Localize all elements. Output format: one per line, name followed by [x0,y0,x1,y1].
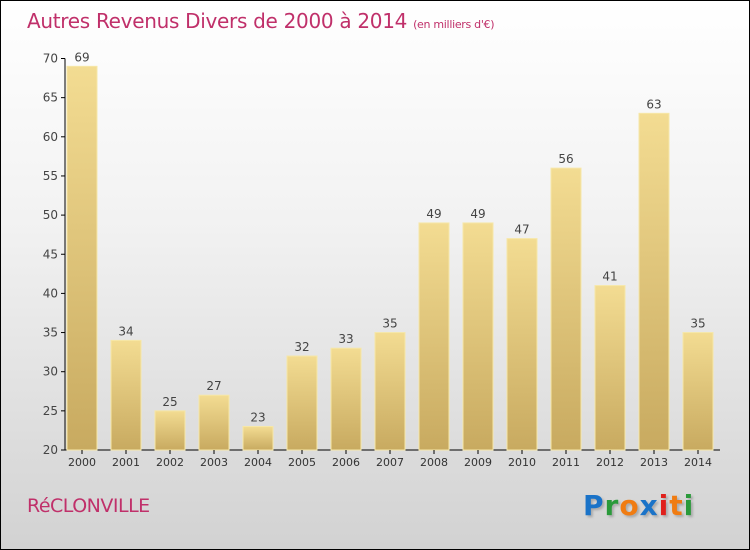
data-label-2004: 23 [250,411,265,425]
logo-letter: i [658,489,670,522]
data-label-2002: 25 [162,395,177,409]
x-tick-label: 2000 [68,456,96,469]
y-tick-label: 35 [43,326,58,340]
y-tick-label: 25 [43,404,58,418]
data-label-2001: 34 [118,324,133,338]
bar-2003 [198,394,230,451]
data-label-2013: 63 [646,97,661,111]
bar-2010 [506,238,538,451]
bar-2008 [418,222,450,451]
data-label-2009: 49 [470,207,485,221]
bar-2002 [154,410,186,451]
x-tick-label: 2007 [376,456,404,469]
x-tick-label: 2009 [464,456,492,469]
data-label-2008: 49 [426,207,441,221]
y-tick-label: 55 [43,169,58,183]
chart-title: Autres Revenus Divers de 2000 à 2014 (en … [27,9,495,33]
bar-2001 [110,339,142,451]
x-tick-label: 2003 [200,456,228,469]
x-tick-label: 2006 [332,456,360,469]
logo-letter: o [619,489,640,522]
x-tick-label: 2012 [596,456,624,469]
logo-letter: P [583,489,605,522]
x-tick-label: 2010 [508,456,536,469]
bar-2012 [594,285,626,451]
data-label-2003: 27 [206,379,221,393]
y-tick-label: 65 [43,91,58,105]
bar-2007 [374,332,406,451]
bar-2011 [550,167,582,451]
x-tick-label: 2001 [112,456,140,469]
data-label-2000: 69 [74,50,89,64]
bar-2006 [330,347,362,451]
x-tick-label: 2008 [420,456,448,469]
logo-letter: r [604,489,620,522]
data-label-2012: 41 [602,270,617,284]
x-tick-label: 2013 [640,456,668,469]
x-tick-label: 2002 [156,456,184,469]
data-label-2005: 32 [294,340,309,354]
logo-letter: x [639,489,659,522]
logo-letter: i [683,489,695,522]
logo-letter: t [669,489,684,522]
x-tick-label: 2004 [244,456,272,469]
x-tick-label: 2011 [552,456,580,469]
x-tick-label: 2005 [288,456,316,469]
data-label-2011: 56 [558,152,573,166]
y-tick-label: 20 [43,443,58,457]
y-tick-label: 40 [43,286,58,300]
y-tick-label: 50 [43,208,58,222]
chart-subtitle: (en milliers d'€) [413,18,495,31]
data-label-2010: 47 [514,223,529,237]
data-label-2006: 33 [338,332,353,346]
data-label-2007: 35 [382,317,397,331]
x-tick-label: 2014 [684,456,712,469]
proxiti-logo: Proxiti [583,489,694,522]
bar-2013 [638,112,670,451]
data-label-2014: 35 [690,317,705,331]
y-tick-label: 70 [43,52,58,66]
y-tick-label: 45 [43,247,58,261]
bar-2014 [682,332,714,451]
bar-2004 [242,426,274,451]
bar-2000 [66,65,98,451]
y-tick-label: 60 [43,130,58,144]
bar-2005 [286,355,318,451]
y-tick-label: 30 [43,365,58,379]
town-name: RéCLONVILLE [27,495,150,517]
bar-2009 [462,222,494,451]
